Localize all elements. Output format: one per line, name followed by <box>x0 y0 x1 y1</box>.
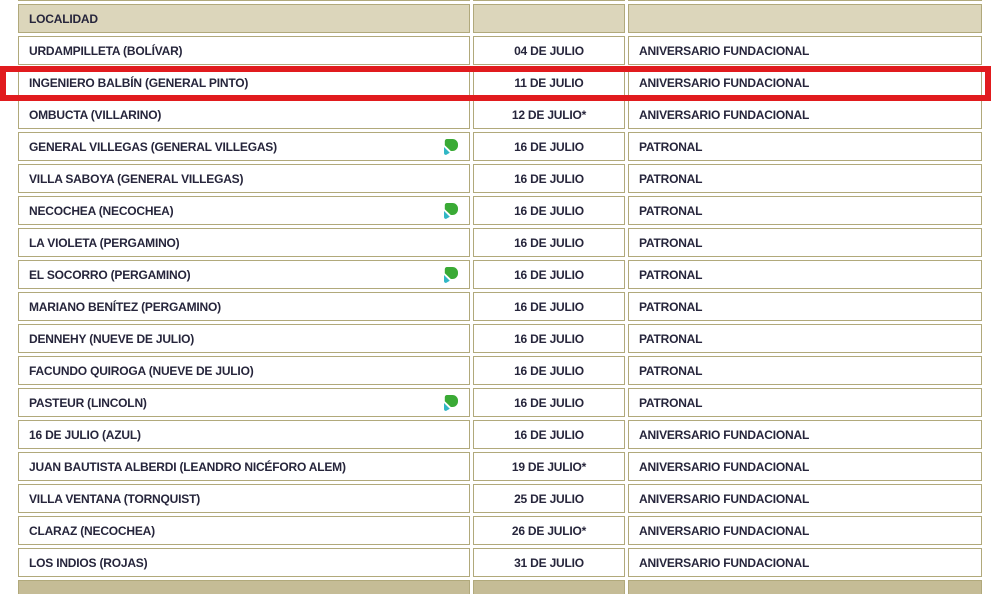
localidad-label: CLARAZ (NECOCHEA) <box>29 523 155 538</box>
localidad-cell: MARIANO BENÍTEZ (PERGAMINO) <box>18 292 470 321</box>
localidad-label: NECOCHEA (NECOCHEA) <box>29 203 174 218</box>
localidad-cell: LOS INDIOS (ROJAS) <box>18 548 470 577</box>
localidad-cell: OMBUCTA (VILLARINO) <box>18 100 470 129</box>
fecha-cell: 16 DE JULIO <box>473 420 625 449</box>
table-row: LOS INDIOS (ROJAS) 31 DE JULIO ANIVERSAR… <box>18 548 982 577</box>
clipped-next-section-row <box>18 580 982 594</box>
localidad-cell: VILLA SABOYA (GENERAL VILLEGAS) <box>18 164 470 193</box>
localidad-label: EL SOCORRO (PERGAMINO) <box>29 267 191 282</box>
table-row: VILLA VENTANA (TORNQUIST) 25 DE JULIO AN… <box>18 484 982 513</box>
clipped-previous-row <box>18 0 982 1</box>
tipo-cell: ANIVERSARIO FUNDACIONAL <box>628 484 982 513</box>
table-row: GENERAL VILLEGAS (GENERAL VILLEGAS) 16 D… <box>18 132 982 161</box>
fecha-cell: 04 DE JULIO <box>473 36 625 65</box>
table-row: LA VIOLETA (PERGAMINO) 16 DE JULIO PATRO… <box>18 228 982 257</box>
table-row: PASTEUR (LINCOLN) 16 DE JULIO PATRONAL <box>18 388 982 417</box>
fecha-cell: 16 DE JULIO <box>473 132 625 161</box>
table-row: FACUNDO QUIROGA (NUEVE DE JULIO) 16 DE J… <box>18 356 982 385</box>
tipo-cell: PATRONAL <box>628 196 982 225</box>
tipo-cell: ANIVERSARIO FUNDACIONAL <box>628 36 982 65</box>
fecha-cell: 11 DE JULIO <box>473 68 625 97</box>
localidad-label: OMBUCTA (VILLARINO) <box>29 107 162 122</box>
localidad-cell: FACUNDO QUIROGA (NUEVE DE JULIO) <box>18 356 470 385</box>
fecha-cell: 16 DE JULIO <box>473 164 625 193</box>
table-row: 16 DE JULIO (AZUL) 16 DE JULIO ANIVERSAR… <box>18 420 982 449</box>
tipo-cell: ANIVERSARIO FUNDACIONAL <box>628 420 982 449</box>
table-body: LOCALIDAD URDAMPILLETA (BOLÍVAR) 04 DE J… <box>18 0 982 594</box>
localidad-cell: INGENIERO BALBÍN (GENERAL PINTO) <box>18 68 470 97</box>
tipo-cell: ANIVERSARIO FUNDACIONAL <box>628 452 982 481</box>
table-row-highlighted: INGENIERO BALBÍN (GENERAL PINTO) 11 DE J… <box>18 68 982 97</box>
localidad-cell: GENERAL VILLEGAS (GENERAL VILLEGAS) <box>18 132 470 161</box>
fecha-cell: 16 DE JULIO <box>473 228 625 257</box>
column-header-tipo <box>628 4 982 33</box>
localidad-label: MARIANO BENÍTEZ (PERGAMINO) <box>29 299 221 314</box>
localidad-label: VILLA VENTANA (TORNQUIST) <box>29 491 200 506</box>
fecha-cell: 26 DE JULIO* <box>473 516 625 545</box>
localidad-cell: EL SOCORRO (PERGAMINO) <box>18 260 470 289</box>
table-row: DENNEHY (NUEVE DE JULIO) 16 DE JULIO PAT… <box>18 324 982 353</box>
localidad-label: LA VIOLETA (PERGAMINO) <box>29 235 180 250</box>
localidad-cell: URDAMPILLETA (BOLÍVAR) <box>18 36 470 65</box>
localidad-cell: VILLA VENTANA (TORNQUIST) <box>18 484 470 513</box>
localidad-label: INGENIERO BALBÍN (GENERAL PINTO) <box>29 75 249 90</box>
tipo-cell: PATRONAL <box>628 292 982 321</box>
tipo-cell: PATRONAL <box>628 260 982 289</box>
localidad-label: URDAMPILLETA (BOLÍVAR) <box>29 43 183 58</box>
holidays-table: LOCALIDAD URDAMPILLETA (BOLÍVAR) 04 DE J… <box>15 0 985 594</box>
tipo-cell: PATRONAL <box>628 388 982 417</box>
localidad-cell: PASTEUR (LINCOLN) <box>18 388 470 417</box>
tipo-cell: ANIVERSARIO FUNDACIONAL <box>628 100 982 129</box>
fecha-cell: 16 DE JULIO <box>473 356 625 385</box>
fecha-cell: 16 DE JULIO <box>473 324 625 353</box>
localidad-cell: 16 DE JULIO (AZUL) <box>18 420 470 449</box>
localidad-label: 16 DE JULIO (AZUL) <box>29 427 141 442</box>
table-header-row: LOCALIDAD <box>18 4 982 33</box>
localidad-cell: CLARAZ (NECOCHEA) <box>18 516 470 545</box>
localidad-label: VILLA SABOYA (GENERAL VILLEGAS) <box>29 171 244 186</box>
fecha-cell: 16 DE JULIO <box>473 292 625 321</box>
localidad-cell: JUAN BAUTISTA ALBERDI (LEANDRO NICÉFORO … <box>18 452 470 481</box>
table-row: JUAN BAUTISTA ALBERDI (LEANDRO NICÉFORO … <box>18 452 982 481</box>
fecha-cell: 16 DE JULIO <box>473 196 625 225</box>
column-header-fecha <box>473 4 625 33</box>
tipo-cell: PATRONAL <box>628 132 982 161</box>
fecha-cell: 19 DE JULIO* <box>473 452 625 481</box>
provincia-logo-icon <box>441 394 459 412</box>
tipo-cell: PATRONAL <box>628 164 982 193</box>
tipo-cell: PATRONAL <box>628 356 982 385</box>
column-header-localidad: LOCALIDAD <box>18 4 470 33</box>
provincia-logo-icon <box>441 138 459 156</box>
fecha-cell: 16 DE JULIO <box>473 388 625 417</box>
fecha-cell: 31 DE JULIO <box>473 548 625 577</box>
tipo-cell: PATRONAL <box>628 324 982 353</box>
localidad-label: DENNEHY (NUEVE DE JULIO) <box>29 331 195 346</box>
fecha-cell: 25 DE JULIO <box>473 484 625 513</box>
table-row: VILLA SABOYA (GENERAL VILLEGAS) 16 DE JU… <box>18 164 982 193</box>
table-row: NECOCHEA (NECOCHEA) 16 DE JULIO PATRONAL <box>18 196 982 225</box>
tipo-cell: ANIVERSARIO FUNDACIONAL <box>628 548 982 577</box>
localidad-label: FACUNDO QUIROGA (NUEVE DE JULIO) <box>29 363 254 378</box>
table-row: MARIANO BENÍTEZ (PERGAMINO) 16 DE JULIO … <box>18 292 982 321</box>
table-row: CLARAZ (NECOCHEA) 26 DE JULIO* ANIVERSAR… <box>18 516 982 545</box>
localidad-cell: NECOCHEA (NECOCHEA) <box>18 196 470 225</box>
table-row: URDAMPILLETA (BOLÍVAR) 04 DE JULIO ANIVE… <box>18 36 982 65</box>
provincia-logo-icon <box>441 202 459 220</box>
table-row: OMBUCTA (VILLARINO) 12 DE JULIO* ANIVERS… <box>18 100 982 129</box>
table-row: EL SOCORRO (PERGAMINO) 16 DE JULIO PATRO… <box>18 260 982 289</box>
tipo-cell: PATRONAL <box>628 228 982 257</box>
localidad-cell: LA VIOLETA (PERGAMINO) <box>18 228 470 257</box>
localidad-cell: DENNEHY (NUEVE DE JULIO) <box>18 324 470 353</box>
provincia-logo-icon <box>441 266 459 284</box>
tipo-cell: ANIVERSARIO FUNDACIONAL <box>628 516 982 545</box>
tipo-cell: ANIVERSARIO FUNDACIONAL <box>628 68 982 97</box>
localidad-label: GENERAL VILLEGAS (GENERAL VILLEGAS) <box>29 139 277 154</box>
fecha-cell: 16 DE JULIO <box>473 260 625 289</box>
localidad-label: JUAN BAUTISTA ALBERDI (LEANDRO NICÉFORO … <box>29 459 346 474</box>
localidad-label: PASTEUR (LINCOLN) <box>29 395 147 410</box>
fecha-cell: 12 DE JULIO* <box>473 100 625 129</box>
localidad-label: LOS INDIOS (ROJAS) <box>29 555 148 570</box>
